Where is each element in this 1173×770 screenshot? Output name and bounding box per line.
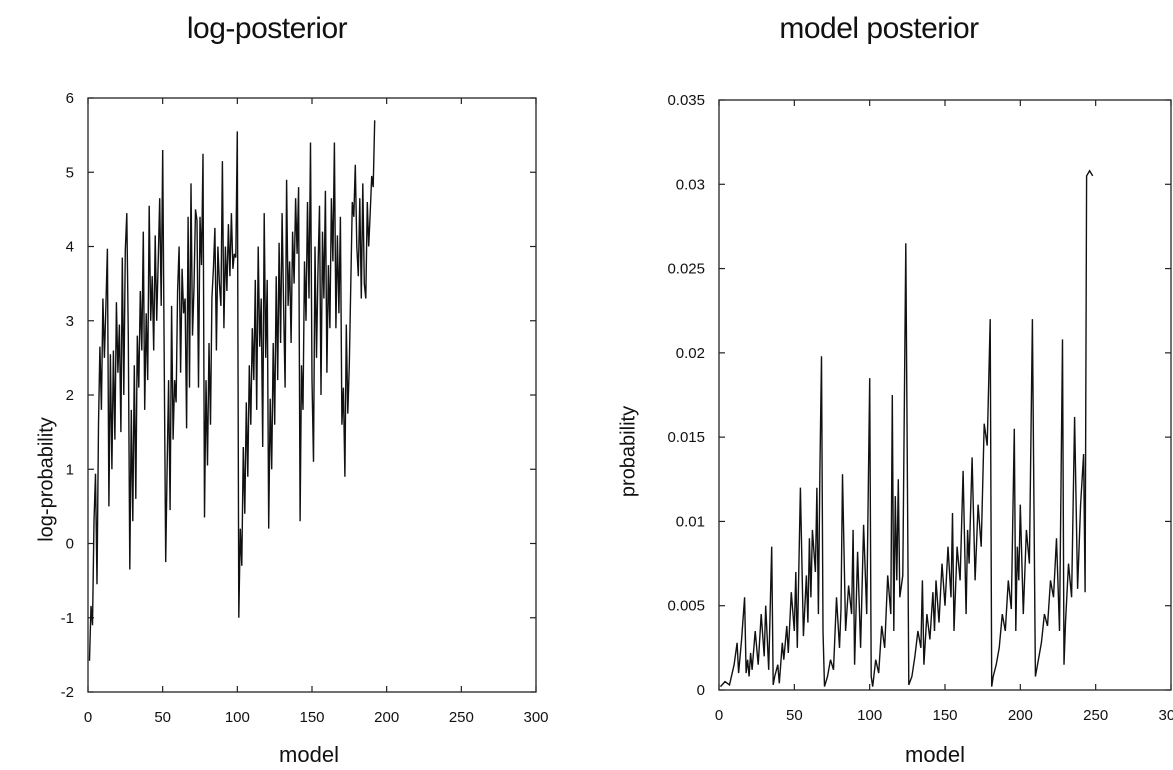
x-tick-label: 250 <box>449 709 474 726</box>
y-tick-label: 1 <box>66 461 74 478</box>
y-tick-label: 0.005 <box>667 598 705 615</box>
x-tick-label: 300 <box>1158 707 1173 724</box>
y-tick-label: -2 <box>61 684 74 701</box>
y-tick-label: 0.02 <box>676 345 705 362</box>
x-tick-label: 50 <box>786 707 803 724</box>
x-axis-label: model <box>279 742 339 767</box>
y-tick-label: 5 <box>66 164 74 181</box>
y-tick-label: -1 <box>61 610 74 627</box>
model-posterior-chart-panel: model posterior probability model 0 50 100… <box>586 0 1173 770</box>
x-tick-label: 0 <box>84 709 92 726</box>
y-tick-label: 0 <box>66 536 74 553</box>
y-tick-label: 3 <box>66 313 74 330</box>
log-posterior-chart-panel: log-posterior log-probability model 0 50 1… <box>0 0 580 770</box>
series-line <box>88 120 376 661</box>
y-tick-label: 4 <box>66 239 74 256</box>
x-axis-label: model <box>905 742 965 767</box>
y-tick-label: 0.03 <box>676 176 705 193</box>
x-tick-label: 0 <box>715 707 723 724</box>
x-tick-label: 200 <box>374 709 399 726</box>
y-tick-label: 2 <box>66 387 74 404</box>
x-tick-label: 150 <box>932 707 957 724</box>
x-tick-label: 150 <box>299 709 324 726</box>
y-tick-label: 0.035 <box>667 92 705 109</box>
log-posterior-plot: 0 50 100 150 200 250 300 -2 -1 0 1 2 3 4 5 6 <box>61 90 549 726</box>
chart-title: log-posterior <box>186 12 348 45</box>
y-tick-label: 6 <box>66 90 74 107</box>
series-line <box>719 169 1094 688</box>
x-tick-label: 100 <box>857 707 882 724</box>
chart-title: model posterior <box>779 12 979 45</box>
model-posterior-plot: 0 50 100 150 200 250 300 0 0.005 0.01 0.015 0.02 0.0… <box>667 92 1173 724</box>
x-tick-label: 200 <box>1008 707 1033 724</box>
x-tick-label: 50 <box>154 709 171 726</box>
x-tick-label: 250 <box>1083 707 1108 724</box>
y-tick-label: 0.025 <box>667 261 705 278</box>
y-tick-label: 0 <box>697 682 705 699</box>
y-tick-label: 0.01 <box>676 513 705 530</box>
x-tick-label: 100 <box>225 709 250 726</box>
x-tick-label: 300 <box>523 709 548 726</box>
y-tick-label: 0.015 <box>667 429 705 446</box>
